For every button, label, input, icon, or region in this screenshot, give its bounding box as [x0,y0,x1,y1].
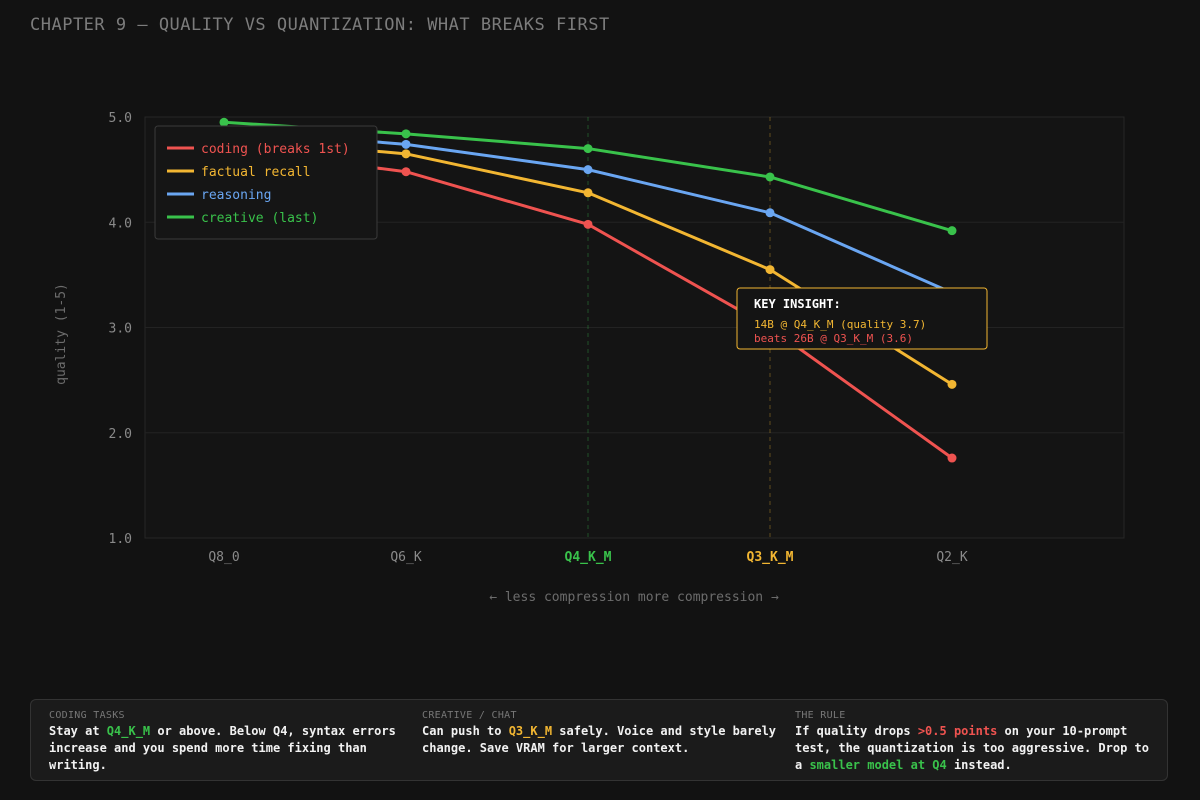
data-point [401,149,411,159]
y-tick-label: 2.0 [109,427,132,442]
y-tick-label: 4.0 [109,216,132,231]
x-caption-left: ← less compression [489,590,630,605]
annotation-box [736,287,988,350]
footer-text: Stay at [49,724,107,738]
data-point [765,265,775,275]
data-point [947,226,957,236]
x-tick-label: Q2_K [936,550,967,565]
x-tick-label: Q6_K [390,550,421,565]
x-tick-label: Q8_0 [208,550,239,565]
annotation-title: KEY INSIGHT: [754,297,841,311]
footer-text: or above. Below Q4, syntax errors increa… [49,724,396,772]
legend-label: reasoning [201,188,271,203]
legend-label: creative (last) [201,211,318,226]
footer-label-coding: CODING TASKS [49,710,125,721]
data-point [401,139,411,149]
data-point [583,219,593,229]
y-tick-label: 1.0 [109,532,132,547]
footer-text: Can push to [422,724,509,738]
highlight-red: >0.5 points [917,724,998,738]
data-point [219,117,229,127]
legend-label: factual recall [201,165,311,180]
page-title: CHAPTER 9 — QUALITY VS QUANTIZATION: WHA… [30,15,610,35]
annotation-line-2: beats 26B @ Q3_K_M (3.6) [754,332,913,345]
data-point [583,165,593,175]
annotation-line-1: 14B @ Q4_K_M (quality 3.7) [754,318,926,331]
legend-label: coding (breaks 1st) [201,142,350,157]
footer-the-rule: THE RULE If quality drops >0.5 points on… [795,710,1155,774]
data-point [765,208,775,218]
footer-body-creative: Can push to Q3_K_M safely. Voice and sty… [422,723,782,757]
y-tick-label: 5.0 [109,111,132,126]
footer-creative-chat: CREATIVE / CHAT Can push to Q3_K_M safel… [422,710,782,757]
footer-body-coding: Stay at Q4_K_M or above. Below Q4, synta… [49,723,409,774]
data-point [583,188,593,198]
footer-tips-panel: CODING TASKS Stay at Q4_K_M or above. Be… [30,699,1168,781]
footer-label-creative: CREATIVE / CHAT [422,710,517,721]
y-tick-label: 3.0 [109,322,132,337]
x-caption-right: more compression → [630,590,779,605]
y-axis-label: quality (1-5) [54,283,69,385]
footer-body-rule: If quality drops >0.5 points on your 10-… [795,723,1155,774]
x-tick-label: Q4_K_M [565,550,612,565]
data-point [401,167,411,177]
x-tick-label: Q3_K_M [747,550,794,565]
x-axis-caption: ← less compression more compression → [489,590,779,605]
footer-label-rule: THE RULE [795,710,846,721]
legend-box [154,125,378,240]
key-insight-annotation: KEY INSIGHT: 14B @ Q4_K_M (quality 3.7)be… [736,287,988,350]
data-point [401,129,411,139]
data-point [947,453,957,463]
footer-text: If quality drops [795,724,918,738]
footer-text: safely. Voice and style barely change. S… [422,724,777,755]
highlight-green: smaller model at Q4 [809,758,947,772]
highlight-yellow: Q3_K_M [508,724,553,738]
highlight-green: Q4_K_M [106,724,151,738]
data-point [947,379,957,389]
footer-text: instead. [946,758,1012,772]
data-point [583,144,593,154]
legend: coding (breaks 1st) factual recall reasoni… [154,125,378,240]
footer-text: on your 10-prompt test, the quantization… [795,724,1150,772]
data-point [765,172,775,182]
footer-coding-tasks: CODING TASKS Stay at Q4_K_M or above. Be… [49,710,409,774]
quality-vs-quantization-chart: 1.0 2.0 3.0 4.0 5.0 Q8_0 Q6_K Q4_K_M Q3_K_M Q2_K ←… [54,111,1125,605]
